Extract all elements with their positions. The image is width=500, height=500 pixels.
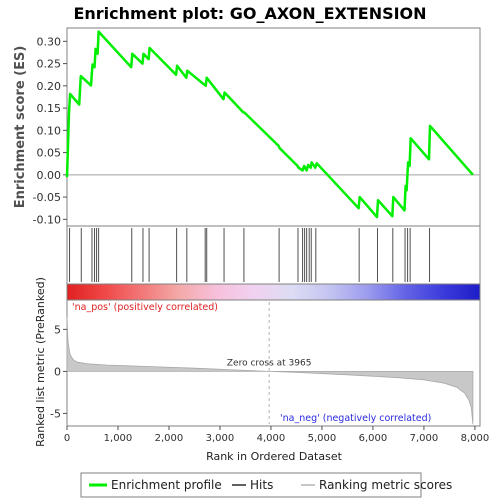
legend-label: Enrichment profile xyxy=(111,478,222,492)
metric-y-tick-label: 0 xyxy=(54,365,61,378)
es-y-tick-label: 0.20 xyxy=(37,80,62,93)
metric-panel-frame xyxy=(66,299,481,427)
enrichment-profile-line xyxy=(65,30,474,219)
x-tick-label: 1,000 xyxy=(104,433,133,444)
es-panel-frame xyxy=(66,27,481,227)
metric-y-axis: -5 0 5 xyxy=(50,323,67,420)
es-y-tick-label: 0.30 xyxy=(37,35,62,48)
x-tick-label: 0 xyxy=(64,433,70,444)
positive-label: 'na_pos' (positively correlated) xyxy=(72,302,218,313)
es-y-tick-label: 0.10 xyxy=(37,124,62,137)
hit-markers xyxy=(69,228,431,282)
chart-title: Enrichment plot: GO_AXON_EXTENSION xyxy=(73,4,426,23)
metric-y-tick-label: 5 xyxy=(54,323,61,336)
es-y-axis: -0.10 -0.05 0.00 0.05 0.10 0.15 0.20 0.25 0.30 xyxy=(33,35,67,226)
legend-label: Hits xyxy=(250,478,273,492)
rank-gradient-bar xyxy=(66,283,481,301)
es-y-tick-label: 0.00 xyxy=(37,169,62,182)
x-tick-label: 4,000 xyxy=(257,433,286,444)
metric-x-axis: 0 1,000 2,000 3,000 4,000 5,000 6,000 7,000 8,00… xyxy=(64,426,489,444)
zero-cross-label: Zero cross at 3965 xyxy=(227,358,312,368)
x-tick-label: 3,000 xyxy=(206,433,235,444)
legend: Enrichment profile Hits Ranking metric sco… xyxy=(89,478,452,492)
hits-panel-frame xyxy=(66,225,481,285)
x-axis-label: Rank in Ordered Dataset xyxy=(206,450,343,463)
negative-label: 'na_neg' (negatively correlated) xyxy=(280,413,431,424)
x-tick-label: 7,000 xyxy=(410,433,439,444)
x-tick-label: 8,000 xyxy=(461,433,490,444)
x-tick-label: 2,000 xyxy=(155,433,184,444)
metric-y-tick-label: -5 xyxy=(50,407,61,420)
legend-box xyxy=(80,472,422,498)
es-y-tick-label: -0.05 xyxy=(33,191,61,204)
es-y-tick-label: 0.15 xyxy=(37,102,62,115)
es-y-axis-label: Enrichment score (ES) xyxy=(13,46,28,209)
ranking-metric-area xyxy=(66,316,474,425)
x-tick-label: 6,000 xyxy=(359,433,388,444)
es-y-tick-label: -0.10 xyxy=(33,213,61,226)
x-tick-label: 5,000 xyxy=(308,433,337,444)
legend-label: Ranking metric scores xyxy=(319,478,452,492)
es-y-tick-label: 0.25 xyxy=(37,58,62,71)
metric-y-axis-label: Ranked list metric (PreRanked) xyxy=(34,277,47,447)
es-y-tick-label: 0.05 xyxy=(37,147,62,160)
